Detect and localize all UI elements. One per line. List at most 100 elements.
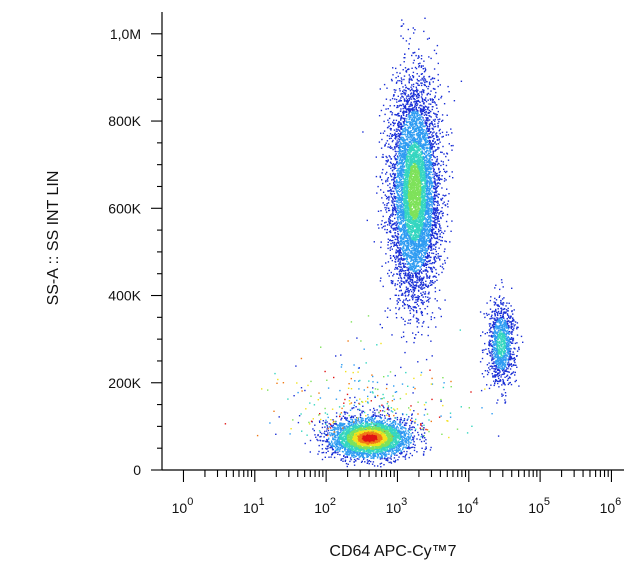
event-point bbox=[428, 56, 430, 58]
event-point bbox=[351, 434, 354, 437]
event-point bbox=[359, 433, 361, 435]
event-point bbox=[404, 441, 406, 443]
event-point bbox=[386, 434, 388, 436]
event-point bbox=[365, 422, 368, 425]
event-point bbox=[353, 458, 356, 461]
event-point bbox=[338, 429, 340, 431]
event-point bbox=[372, 413, 375, 416]
event-point bbox=[399, 448, 401, 450]
event-point bbox=[345, 435, 348, 437]
event-point bbox=[428, 182, 431, 185]
event-point bbox=[401, 443, 404, 446]
event-point bbox=[404, 458, 407, 460]
event-point bbox=[379, 431, 381, 433]
event-point bbox=[330, 440, 333, 442]
event-point bbox=[389, 448, 391, 451]
event-point bbox=[370, 428, 372, 430]
event-point bbox=[424, 136, 426, 139]
event-point bbox=[398, 438, 401, 441]
event-point bbox=[421, 428, 424, 430]
event-point bbox=[374, 441, 376, 444]
event-point bbox=[412, 273, 414, 275]
event-point bbox=[388, 427, 391, 429]
event-point bbox=[355, 455, 357, 457]
event-point bbox=[395, 437, 397, 440]
event-point bbox=[358, 426, 360, 428]
event-point bbox=[399, 122, 401, 124]
event-point bbox=[404, 456, 406, 458]
event-point bbox=[408, 144, 410, 146]
event-point bbox=[345, 438, 347, 440]
event-point bbox=[437, 73, 439, 76]
event-point bbox=[366, 462, 368, 464]
event-point bbox=[399, 432, 402, 435]
event-point bbox=[354, 380, 356, 382]
event-point bbox=[393, 420, 395, 422]
event-point bbox=[354, 418, 356, 421]
event-point bbox=[386, 408, 389, 411]
event-point bbox=[356, 427, 358, 429]
event-point bbox=[371, 463, 374, 465]
event-point bbox=[381, 441, 383, 443]
event-point bbox=[373, 454, 375, 457]
event-point bbox=[343, 446, 346, 448]
event-point bbox=[386, 441, 388, 443]
event-point bbox=[360, 444, 363, 447]
event-point bbox=[356, 452, 359, 455]
event-point bbox=[400, 435, 402, 437]
event-point bbox=[360, 425, 362, 427]
event-point bbox=[408, 441, 410, 443]
event-point bbox=[382, 435, 384, 437]
event-point bbox=[387, 407, 389, 409]
event-point bbox=[348, 433, 351, 435]
event-point bbox=[376, 457, 379, 459]
event-point bbox=[344, 438, 346, 441]
event-point bbox=[381, 448, 383, 451]
event-point bbox=[327, 445, 330, 447]
event-point bbox=[378, 439, 380, 441]
event-point bbox=[375, 422, 378, 424]
event-point bbox=[344, 456, 346, 459]
event-point bbox=[335, 434, 337, 437]
event-point bbox=[411, 428, 413, 431]
event-point bbox=[378, 438, 380, 440]
event-point bbox=[404, 422, 406, 424]
event-point bbox=[372, 432, 374, 434]
event-point bbox=[362, 449, 364, 451]
event-point bbox=[383, 427, 386, 430]
event-point bbox=[366, 386, 369, 389]
event-point bbox=[404, 440, 407, 442]
event-point bbox=[321, 443, 324, 446]
event-point bbox=[369, 439, 372, 441]
event-point bbox=[387, 405, 390, 407]
event-point bbox=[377, 424, 379, 427]
event-point bbox=[389, 450, 391, 452]
event-point bbox=[347, 450, 349, 452]
event-point bbox=[377, 420, 379, 422]
event-point bbox=[387, 437, 390, 439]
event-point bbox=[346, 452, 348, 454]
event-point bbox=[384, 428, 387, 430]
event-point bbox=[412, 439, 415, 441]
event-point bbox=[402, 455, 404, 458]
event-point bbox=[329, 447, 331, 449]
event-point bbox=[384, 415, 386, 417]
event-point bbox=[405, 229, 407, 231]
event-point bbox=[388, 428, 390, 430]
event-point bbox=[450, 128, 452, 130]
event-point bbox=[407, 433, 409, 435]
event-point bbox=[335, 412, 338, 414]
event-point bbox=[404, 161, 406, 163]
event-point bbox=[372, 449, 375, 452]
event-point bbox=[384, 447, 386, 450]
event-point bbox=[360, 423, 362, 426]
event-point bbox=[376, 449, 378, 451]
event-point bbox=[355, 423, 357, 425]
event-point bbox=[339, 422, 341, 424]
event-point bbox=[388, 453, 390, 455]
event-point bbox=[370, 434, 373, 436]
event-point bbox=[380, 429, 383, 431]
event-point bbox=[305, 408, 307, 410]
event-point bbox=[414, 420, 416, 423]
